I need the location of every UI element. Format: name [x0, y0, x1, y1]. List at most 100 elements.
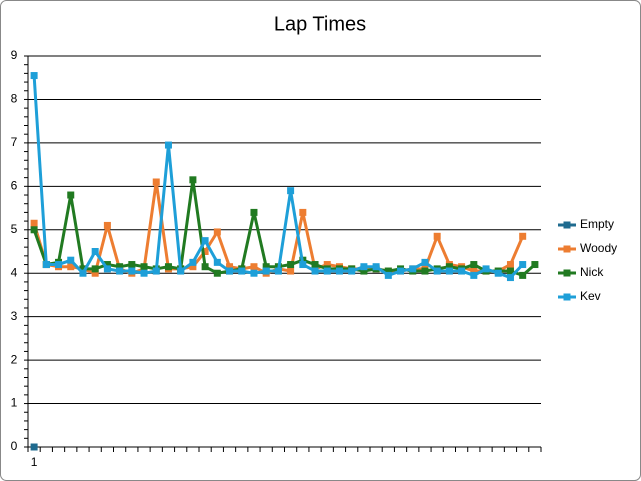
data-point	[116, 267, 124, 275]
data-point	[287, 261, 295, 269]
data-point	[128, 261, 136, 269]
data-point	[458, 267, 466, 275]
data-point	[67, 191, 75, 199]
data-point	[470, 271, 478, 279]
data-point	[201, 248, 209, 255]
data-point	[79, 265, 87, 273]
data-point	[360, 263, 368, 271]
data-point	[164, 263, 172, 271]
data-point	[262, 267, 270, 275]
data-point	[30, 219, 38, 227]
data-point	[299, 261, 307, 269]
data-point	[213, 228, 221, 236]
data-point	[103, 261, 111, 269]
data-point	[189, 258, 197, 266]
data-point	[445, 267, 453, 275]
data-point	[189, 176, 197, 184]
legend-label: Woody	[580, 241, 617, 255]
data-point	[506, 261, 514, 269]
data-point	[55, 261, 63, 269]
data-point	[360, 267, 368, 275]
data-point	[42, 261, 50, 269]
data-point	[274, 267, 282, 275]
y-tick-label: 6	[11, 179, 18, 193]
data-point	[103, 221, 111, 229]
data-point	[470, 267, 478, 275]
data-point	[311, 261, 319, 269]
data-point	[494, 269, 502, 277]
data-point	[140, 263, 148, 271]
y-tick-label: 7	[11, 135, 18, 149]
data-point	[311, 267, 319, 275]
data-point	[250, 208, 258, 216]
data-point	[348, 267, 356, 275]
data-point	[250, 263, 258, 271]
data-point	[445, 263, 453, 271]
data-point	[421, 267, 429, 275]
data-point	[30, 443, 38, 451]
data-point	[164, 141, 172, 149]
data-point	[30, 226, 38, 234]
y-tick-label: 8	[11, 92, 18, 106]
y-tick-label: 0	[11, 439, 18, 453]
data-point	[152, 178, 160, 186]
data-point	[384, 267, 392, 275]
legend-label: Nick	[580, 265, 604, 279]
y-tick-label: 1	[11, 396, 18, 410]
data-point	[262, 263, 270, 271]
data-point	[433, 232, 441, 240]
data-point	[201, 263, 209, 271]
data-point	[433, 267, 441, 275]
data-point	[482, 265, 490, 273]
data-point	[79, 269, 87, 277]
data-point	[67, 256, 75, 264]
data-point	[372, 263, 380, 271]
legend-marker	[563, 293, 571, 301]
data-point	[287, 267, 295, 275]
data-point	[519, 232, 527, 240]
data-point	[177, 267, 185, 275]
data-point	[409, 265, 417, 273]
data-point	[103, 265, 111, 273]
data-point	[421, 258, 429, 266]
data-point	[226, 267, 234, 275]
data-point	[128, 267, 136, 275]
data-point	[250, 269, 258, 277]
y-tick-label: 5	[11, 222, 18, 236]
data-point	[189, 263, 197, 271]
y-tick-label: 9	[11, 48, 18, 62]
legend-label: Kev	[580, 289, 601, 303]
data-point	[91, 248, 99, 255]
x-tick-label: 1	[31, 455, 38, 469]
chart-title: Lap Times	[274, 13, 366, 35]
data-point	[519, 271, 527, 279]
legend-marker	[563, 245, 571, 253]
y-tick-label: 3	[11, 309, 18, 323]
data-point	[201, 237, 209, 245]
data-point	[506, 274, 514, 282]
data-point	[506, 267, 514, 275]
data-point	[384, 271, 392, 279]
data-point	[531, 261, 539, 269]
data-point	[323, 267, 331, 275]
legend-label: Empty	[580, 217, 614, 231]
data-point	[323, 261, 331, 269]
data-point	[213, 258, 221, 266]
data-point	[152, 267, 160, 275]
data-point	[335, 267, 343, 275]
data-point	[91, 265, 99, 273]
data-point	[397, 267, 405, 275]
data-point	[287, 187, 295, 195]
y-tick-label: 2	[11, 352, 18, 366]
data-point	[238, 267, 246, 275]
data-point	[519, 261, 527, 269]
data-point	[470, 261, 478, 269]
data-point	[91, 269, 99, 277]
data-point	[116, 263, 124, 271]
legend-marker	[563, 269, 571, 277]
data-point	[299, 208, 307, 216]
data-point	[226, 263, 234, 271]
legend-marker	[563, 221, 571, 229]
